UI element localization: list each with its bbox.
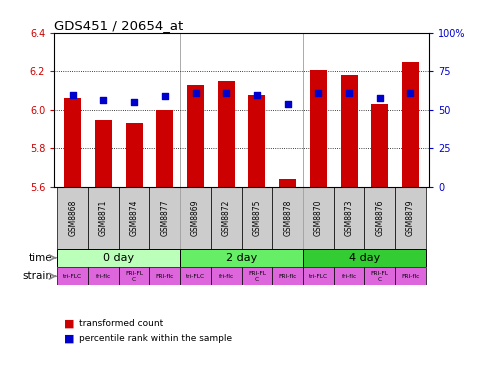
- Text: percentile rank within the sample: percentile rank within the sample: [79, 334, 232, 343]
- Text: FRI-flc: FRI-flc: [279, 274, 297, 279]
- Bar: [149, 187, 180, 249]
- Bar: [149, 267, 180, 285]
- Point: [222, 90, 230, 96]
- Text: GSM8872: GSM8872: [222, 199, 231, 236]
- Text: FRI-FL
C: FRI-FL C: [248, 271, 266, 282]
- Point: [100, 97, 107, 103]
- Bar: [395, 187, 426, 249]
- Bar: [371, 104, 388, 187]
- Text: GSM8873: GSM8873: [345, 199, 353, 236]
- Bar: [57, 187, 88, 249]
- Bar: [364, 187, 395, 249]
- Point: [192, 90, 200, 96]
- Bar: [180, 249, 303, 267]
- Text: fri-flc: fri-flc: [218, 274, 234, 279]
- Bar: [126, 123, 142, 187]
- Bar: [272, 267, 303, 285]
- Text: GSM8879: GSM8879: [406, 199, 415, 236]
- Bar: [364, 267, 395, 285]
- Bar: [341, 75, 357, 187]
- Text: ■: ■: [64, 333, 74, 344]
- Bar: [272, 187, 303, 249]
- Text: GSM8874: GSM8874: [130, 199, 139, 236]
- Bar: [242, 267, 272, 285]
- Bar: [180, 267, 211, 285]
- Bar: [279, 179, 296, 187]
- Point: [376, 96, 384, 101]
- Text: FRI-FL
C: FRI-FL C: [125, 271, 143, 282]
- Bar: [402, 62, 419, 187]
- Bar: [187, 85, 204, 187]
- Text: GSM8869: GSM8869: [191, 199, 200, 236]
- Text: tri-FLC: tri-FLC: [186, 274, 205, 279]
- Bar: [180, 187, 211, 249]
- Bar: [119, 267, 149, 285]
- Bar: [334, 187, 364, 249]
- Bar: [57, 267, 88, 285]
- Bar: [211, 267, 242, 285]
- Bar: [248, 94, 265, 187]
- Point: [407, 90, 415, 96]
- Point: [161, 94, 169, 100]
- Text: transformed count: transformed count: [79, 320, 163, 328]
- Text: FRI-flc: FRI-flc: [156, 274, 174, 279]
- Point: [69, 92, 76, 97]
- Point: [253, 92, 261, 97]
- Bar: [303, 249, 426, 267]
- Bar: [57, 249, 180, 267]
- Text: GSM8870: GSM8870: [314, 199, 323, 236]
- Text: GSM8868: GSM8868: [68, 199, 77, 236]
- Text: GSM8878: GSM8878: [283, 199, 292, 236]
- Bar: [334, 267, 364, 285]
- Text: strain: strain: [23, 271, 53, 281]
- Text: 0 day: 0 day: [103, 253, 134, 263]
- Text: time: time: [29, 253, 53, 263]
- Point: [345, 90, 353, 96]
- Text: 2 day: 2 day: [226, 253, 257, 263]
- Bar: [242, 187, 272, 249]
- Text: fri-flc: fri-flc: [96, 274, 111, 279]
- Text: ■: ■: [64, 319, 74, 329]
- Bar: [310, 70, 327, 187]
- Text: GSM8876: GSM8876: [375, 199, 384, 236]
- Text: FRI-FL
C: FRI-FL C: [371, 271, 389, 282]
- Bar: [64, 98, 81, 187]
- Bar: [218, 81, 235, 187]
- Bar: [88, 187, 119, 249]
- Text: GSM8877: GSM8877: [160, 199, 169, 236]
- Bar: [95, 120, 112, 187]
- Bar: [156, 110, 173, 187]
- Bar: [303, 267, 334, 285]
- Bar: [395, 267, 426, 285]
- Bar: [211, 187, 242, 249]
- Bar: [303, 187, 334, 249]
- Bar: [119, 187, 149, 249]
- Text: GDS451 / 20654_at: GDS451 / 20654_at: [54, 19, 183, 32]
- Text: tri-FLC: tri-FLC: [63, 274, 82, 279]
- Text: FRI-flc: FRI-flc: [401, 274, 420, 279]
- Text: tri-FLC: tri-FLC: [309, 274, 328, 279]
- Text: GSM8871: GSM8871: [99, 199, 108, 236]
- Point: [315, 90, 322, 96]
- Text: GSM8875: GSM8875: [252, 199, 261, 236]
- Bar: [88, 267, 119, 285]
- Text: fri-flc: fri-flc: [342, 274, 356, 279]
- Text: 4 day: 4 day: [349, 253, 380, 263]
- Point: [283, 101, 291, 107]
- Point: [130, 99, 138, 105]
